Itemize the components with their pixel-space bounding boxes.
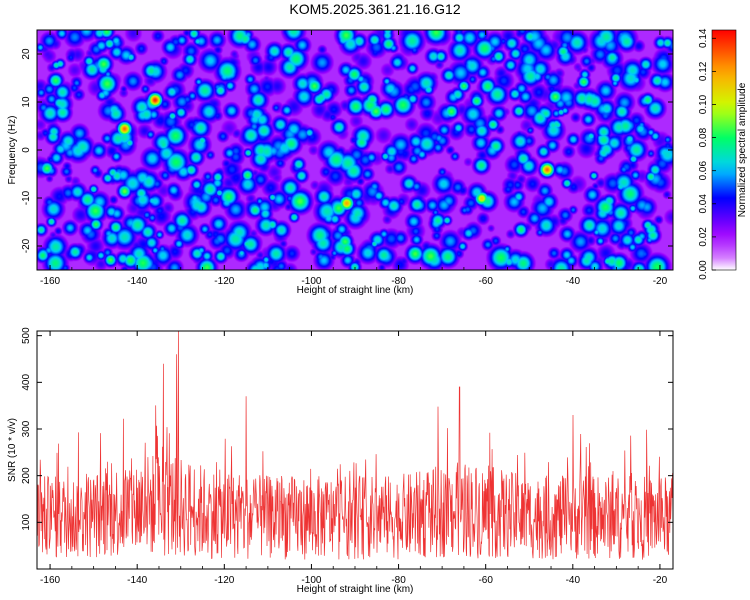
snr-y-tick-label: 100 — [21, 514, 32, 531]
colorbar-tick-label: 0.12 — [698, 61, 709, 81]
heatmap-image — [37, 30, 673, 270]
colorbar-label: Normalized spectral amplitude — [737, 82, 748, 217]
snr-y-tick-label: 300 — [21, 420, 32, 437]
heatmap-y-tick-label: 10 — [21, 96, 32, 108]
heatmap-x-tick-label: -40 — [566, 276, 581, 287]
heatmap-image-holder — [37, 30, 673, 270]
heatmap-x-ticks: -160 -140 -120 -100 -80 -60 -40 -20 — [40, 30, 668, 287]
snr-x-tick-label: -140 — [127, 575, 147, 586]
heatmap-x-label: Height of straight line (km) — [297, 285, 414, 296]
snr-y-tick-label: 500 — [21, 327, 32, 344]
snr-x-tick-label: -120 — [214, 575, 234, 586]
heatmap-x-tick-label: -60 — [478, 276, 493, 287]
snr-y-tick-label: 200 — [21, 467, 32, 484]
heatmap-x-tick-label: -120 — [214, 276, 234, 287]
snr-y-tick-label: 400 — [21, 374, 32, 391]
snr-x-tick-label: -60 — [478, 575, 493, 586]
heatmap-panel: -160 -140 -120 -100 -80 -60 -40 -20 -20-1001020… — [7, 29, 674, 296]
heatmap-y-ticks: -20 -10 0 10 20 — [21, 48, 673, 253]
heatmap-y-tick-label: 20 — [21, 48, 32, 60]
colorbar-tick-label: 0.04 — [698, 194, 709, 214]
snr-x-label: Height of straight line (km) — [297, 584, 414, 595]
chart-title: KOM5.2025.361.21.16.G12 — [289, 1, 461, 17]
snr-x-ticks: -160 -140 -120 -100 -80 -60 -40 -20 — [40, 331, 668, 586]
snr-x-tick-label: -40 — [566, 575, 581, 586]
snr-x-tick-label: -160 — [40, 575, 60, 586]
snr-x-tick-label: -100 — [301, 575, 321, 586]
heatmap-y-tick-label: 0 — [21, 147, 32, 153]
colorbar-tick-label: 0.08 — [698, 127, 709, 147]
colorbar-tick-label: 0.14 — [698, 28, 709, 48]
snr-y-label: SNR (10 * v/v) — [7, 418, 18, 482]
colorbar-gradient — [711, 29, 737, 271]
colorbar-ticks: 0.00 0.02 0.04 0.06 0.08 0.10 0.12 0.14 — [698, 28, 716, 280]
colorbar: 0.00 0.02 0.04 0.06 0.08 0.10 0.12 0.14 Normali… — [698, 28, 748, 280]
heatmap-x-tick-label: -80 — [391, 276, 406, 287]
colorbar-tick-label: 0.10 — [698, 94, 709, 114]
heatmap-x-tick-label: -20 — [653, 276, 668, 287]
colorbar-tick-label: 0.02 — [698, 227, 709, 247]
heatmap-y-tick-label: -20 — [21, 238, 32, 253]
snr-x-tick-label: -20 — [653, 575, 668, 586]
colorbar-tick-label: 0.00 — [698, 260, 709, 280]
colorbar-tick-label: 0.06 — [698, 161, 709, 181]
heatmap-x-tick-label: -140 — [127, 276, 147, 287]
snr-series-line — [36, 330, 674, 560]
heatmap-y-tick-label: -10 — [21, 190, 32, 205]
snr-y-ticks: 100 200 300 400 500 — [21, 327, 673, 531]
heatmap-x-tick-label: -160 — [40, 276, 60, 287]
heatmap-x-tick-label: -100 — [301, 276, 321, 287]
heatmap-y-label: Frequency (Hz) — [7, 116, 18, 185]
snr-x-tick-label: -80 — [391, 575, 406, 586]
snr-panel: -160 -140 -120 -100 -80 -60 -40 -20 100 200 300 40… — [7, 327, 674, 595]
